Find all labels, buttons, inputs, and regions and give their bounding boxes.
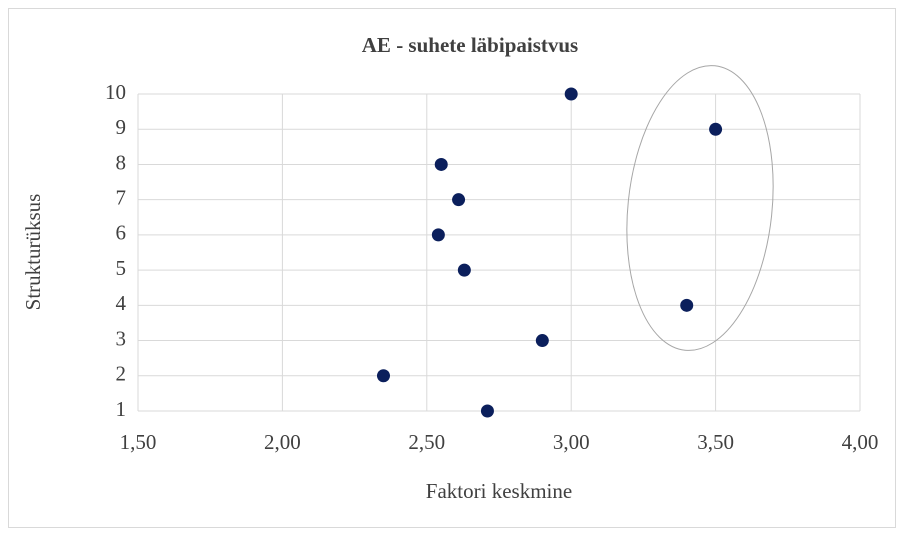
point <box>431 228 445 242</box>
point <box>480 404 494 418</box>
point <box>457 263 471 277</box>
highlight-ellipse <box>626 65 774 351</box>
point <box>434 157 448 171</box>
point <box>680 298 694 312</box>
y-tick-label: 5 <box>116 256 127 280</box>
y-tick-label: 4 <box>116 291 127 315</box>
y-tick-label: 9 <box>116 115 127 139</box>
y-tick-label: 7 <box>116 185 127 209</box>
point <box>452 193 466 207</box>
point <box>564 87 578 101</box>
y-tick-label: 10 <box>105 80 126 104</box>
y-tick-label: 2 <box>116 362 127 386</box>
chart-title: AE - suhete läbipaistvus <box>362 33 578 57</box>
y-tick-label: 1 <box>116 397 127 421</box>
y-tick-label: 3 <box>116 326 127 350</box>
chart-border <box>8 8 896 528</box>
x-tick-label: 2,00 <box>264 430 301 454</box>
y-tick-label: 8 <box>116 150 127 174</box>
x-axis-label: Faktori keskmine <box>426 479 572 503</box>
x-tick-label: 1,50 <box>120 430 157 454</box>
x-tick-label: 3,50 <box>697 430 734 454</box>
point <box>709 122 723 136</box>
x-tick-label: 2,50 <box>408 430 445 454</box>
point <box>535 334 549 348</box>
x-tick-label: 3,00 <box>553 430 590 454</box>
y-axis-label: Strukturüksus <box>21 194 45 311</box>
point <box>376 369 390 383</box>
x-tick-label: 4,00 <box>842 430 879 454</box>
y-tick-label: 6 <box>116 221 127 245</box>
